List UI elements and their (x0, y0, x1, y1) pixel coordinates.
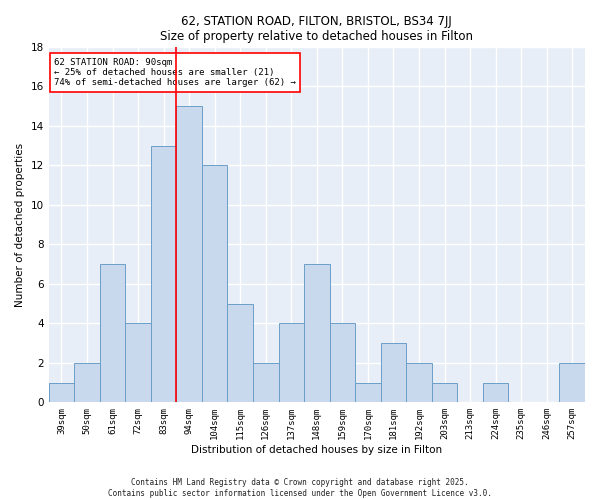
Bar (483, 382, 508, 402)
Bar (432, 382, 457, 402)
Bar (355, 382, 380, 402)
Bar (49, 382, 74, 402)
Bar (278, 324, 304, 402)
Title: 62, STATION ROAD, FILTON, BRISTOL, BS34 7JJ
Size of property relative to detache: 62, STATION ROAD, FILTON, BRISTOL, BS34 … (160, 15, 473, 43)
Bar (176, 106, 202, 403)
Bar (406, 363, 432, 403)
Bar (380, 343, 406, 402)
Bar (74, 363, 100, 403)
Bar (100, 264, 125, 402)
Bar (227, 304, 253, 402)
Bar (125, 324, 151, 402)
Bar (559, 363, 585, 403)
Bar (151, 146, 176, 402)
X-axis label: Distribution of detached houses by size in Filton: Distribution of detached houses by size … (191, 445, 442, 455)
Y-axis label: Number of detached properties: Number of detached properties (15, 142, 25, 306)
Bar (329, 324, 355, 402)
Bar (253, 363, 278, 403)
Bar (202, 166, 227, 402)
Bar (304, 264, 329, 402)
Text: Contains HM Land Registry data © Crown copyright and database right 2025.
Contai: Contains HM Land Registry data © Crown c… (108, 478, 492, 498)
Text: 62 STATION ROAD: 90sqm
← 25% of detached houses are smaller (21)
74% of semi-det: 62 STATION ROAD: 90sqm ← 25% of detached… (54, 58, 296, 88)
